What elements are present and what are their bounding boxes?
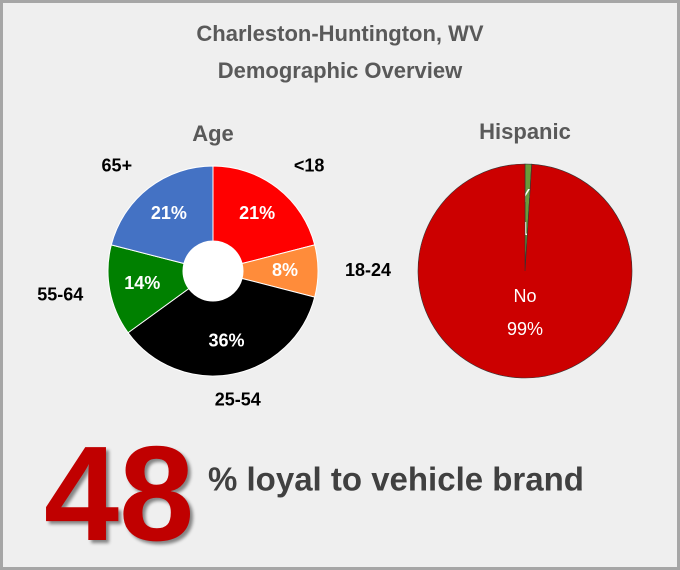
category-label: 25-54: [215, 389, 261, 409]
value-label: 36%: [208, 330, 244, 350]
category-label: 18-24: [345, 260, 391, 280]
value-label: 8%: [272, 260, 298, 280]
category-label: 65+: [102, 155, 133, 175]
slice: [417, 163, 633, 379]
subtitle: Demographic Overview: [218, 58, 463, 83]
title: Charleston-Huntington, WV: [196, 21, 484, 46]
donut-hole: [183, 241, 243, 301]
stat-text: % loyal to vehicle brand: [208, 461, 584, 498]
value-label: 21%: [239, 203, 275, 223]
category-label: No: [513, 286, 536, 306]
value-label: 99%: [507, 319, 543, 339]
category-label: <18: [294, 155, 325, 175]
chart-title: Age: [192, 121, 234, 146]
chart-title: Hispanic: [479, 119, 571, 144]
value-label: 14%: [124, 273, 160, 293]
value-label: 21%: [151, 203, 187, 223]
category-label: 55-64: [37, 284, 83, 304]
stat-value: 48: [44, 418, 194, 569]
